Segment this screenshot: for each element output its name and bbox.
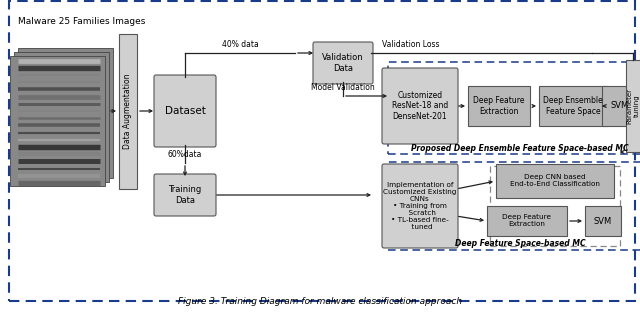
- FancyBboxPatch shape: [382, 164, 458, 248]
- Text: 60%data: 60%data: [168, 150, 202, 159]
- FancyBboxPatch shape: [625, 60, 640, 152]
- Text: SVM: SVM: [611, 101, 629, 110]
- Text: Validation
Data: Validation Data: [322, 53, 364, 73]
- FancyBboxPatch shape: [154, 75, 216, 147]
- Text: Customized
ResNet-18 and
DenseNet-201: Customized ResNet-18 and DenseNet-201: [392, 91, 448, 121]
- FancyBboxPatch shape: [154, 174, 216, 216]
- FancyBboxPatch shape: [14, 52, 109, 182]
- FancyBboxPatch shape: [18, 48, 113, 178]
- FancyBboxPatch shape: [10, 56, 105, 186]
- FancyBboxPatch shape: [539, 86, 607, 126]
- Text: Deep Feature
Extraction: Deep Feature Extraction: [502, 214, 552, 228]
- Text: Dataset: Dataset: [164, 106, 205, 116]
- Text: Malware 25 Families Images: Malware 25 Families Images: [18, 17, 145, 26]
- FancyBboxPatch shape: [468, 86, 530, 126]
- FancyBboxPatch shape: [313, 42, 373, 84]
- Text: Data Augmentation: Data Augmentation: [124, 73, 132, 149]
- Text: Implementation of
Customized Existing
CNNs
• Training from
  Scratch
• TL-based : Implementation of Customized Existing CN…: [383, 182, 457, 230]
- Text: Model Validation: Model Validation: [311, 83, 375, 92]
- Text: Figure 3. Training Diagram for malware classification approach: Figure 3. Training Diagram for malware c…: [178, 297, 462, 306]
- Text: Deep Ensemble
Feature Space: Deep Ensemble Feature Space: [543, 96, 603, 116]
- FancyBboxPatch shape: [382, 68, 458, 144]
- FancyBboxPatch shape: [602, 86, 638, 126]
- FancyBboxPatch shape: [496, 164, 614, 198]
- FancyBboxPatch shape: [585, 206, 621, 236]
- FancyBboxPatch shape: [119, 33, 137, 188]
- Text: Proposed Deep Ensemble Feature Space-based MC: Proposed Deep Ensemble Feature Space-bas…: [411, 144, 629, 153]
- Text: 40% data: 40% data: [221, 40, 259, 49]
- FancyBboxPatch shape: [487, 206, 567, 236]
- Text: Deep Feature Space-based MC: Deep Feature Space-based MC: [454, 239, 586, 248]
- Text: Training
Data: Training Data: [168, 185, 202, 205]
- Text: Parameter
tuning: Parameter tuning: [627, 88, 639, 124]
- Text: SVM: SVM: [594, 216, 612, 225]
- Text: Deep Feature
Extraction: Deep Feature Extraction: [473, 96, 525, 116]
- Text: Validation Loss: Validation Loss: [382, 40, 440, 49]
- Text: Deep CNN based
End-to-End Classification: Deep CNN based End-to-End Classification: [510, 175, 600, 187]
